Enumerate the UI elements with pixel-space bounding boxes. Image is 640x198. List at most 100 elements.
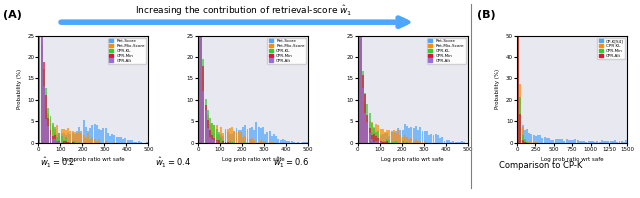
Bar (461, 141, 463, 143)
Bar (543, 137, 546, 143)
Bar (526, 142, 528, 143)
Bar (395, 131, 397, 143)
Bar (371, 122, 373, 143)
Bar (596, 141, 598, 143)
Bar (78, 142, 80, 143)
Bar (520, 122, 522, 143)
Bar (63, 142, 65, 143)
Bar (367, 120, 369, 143)
Bar (435, 134, 436, 143)
Bar (517, 0, 519, 143)
Bar (522, 135, 524, 143)
Bar (406, 142, 408, 143)
Bar (520, 114, 522, 143)
Bar (371, 135, 373, 143)
Bar (205, 99, 207, 143)
Bar (251, 127, 253, 143)
Bar (568, 140, 570, 143)
Bar (369, 113, 371, 143)
Bar (621, 141, 623, 143)
Bar (555, 139, 557, 143)
Bar (41, 34, 43, 143)
Bar (58, 136, 60, 143)
Bar (209, 118, 211, 143)
Bar (390, 132, 393, 143)
Bar (216, 129, 218, 143)
Bar (198, 110, 200, 143)
Bar (264, 134, 266, 143)
Bar (358, 0, 360, 143)
Bar (67, 128, 69, 143)
Bar (367, 130, 369, 143)
Bar (140, 142, 141, 143)
Bar (220, 134, 222, 143)
Bar (231, 127, 233, 143)
Bar (601, 140, 603, 143)
Bar (240, 130, 242, 143)
Bar (104, 128, 106, 143)
Bar (531, 134, 532, 143)
Bar (445, 140, 448, 143)
Bar (360, 39, 362, 143)
Bar (373, 128, 375, 143)
Bar (74, 132, 76, 143)
Bar (214, 126, 216, 143)
Bar (120, 137, 122, 143)
Bar (364, 133, 366, 143)
Bar (387, 142, 388, 143)
Bar (277, 139, 279, 143)
Bar (452, 141, 454, 143)
Bar (100, 130, 102, 143)
Bar (393, 132, 395, 143)
Bar (98, 129, 100, 143)
Bar (49, 118, 51, 143)
Bar (271, 136, 273, 143)
Bar (198, 142, 200, 143)
Bar (524, 142, 526, 143)
Bar (422, 142, 424, 143)
Bar (102, 129, 104, 143)
Bar (216, 140, 218, 143)
Bar (387, 133, 388, 143)
Bar (58, 133, 60, 143)
Bar (550, 140, 552, 143)
Bar (590, 141, 592, 143)
Bar (69, 131, 71, 143)
Bar (577, 140, 579, 143)
Bar (581, 141, 583, 143)
Bar (524, 139, 526, 143)
Bar (380, 142, 381, 143)
Bar (371, 123, 373, 143)
Bar (229, 134, 231, 143)
Bar (572, 140, 574, 143)
Bar (384, 142, 386, 143)
Bar (56, 134, 58, 143)
Bar (72, 141, 74, 143)
Bar (211, 123, 213, 143)
Bar (129, 140, 131, 143)
Bar (118, 137, 120, 143)
Bar (41, 13, 43, 143)
Bar (116, 137, 118, 143)
Bar (382, 134, 384, 143)
Bar (54, 135, 56, 143)
Bar (229, 141, 231, 143)
Bar (442, 137, 444, 143)
Bar (207, 129, 209, 143)
Bar (209, 124, 211, 143)
Bar (433, 135, 435, 143)
Bar (546, 138, 548, 143)
Bar (382, 142, 384, 143)
Bar (540, 135, 541, 143)
Bar (222, 133, 224, 143)
Bar (362, 88, 364, 143)
Legend: Ret-Score, Ret-Mix-Score, CPR-KL, CPR-Min, CPR-Alt: Ret-Score, Ret-Mix-Score, CPR-KL, CPR-Mi… (268, 38, 306, 64)
Bar (388, 136, 390, 143)
Bar (92, 126, 93, 143)
Bar (306, 142, 308, 143)
Bar (380, 142, 381, 143)
Bar (222, 140, 224, 143)
Bar (388, 130, 390, 143)
Bar (38, 0, 40, 143)
Bar (93, 139, 95, 143)
